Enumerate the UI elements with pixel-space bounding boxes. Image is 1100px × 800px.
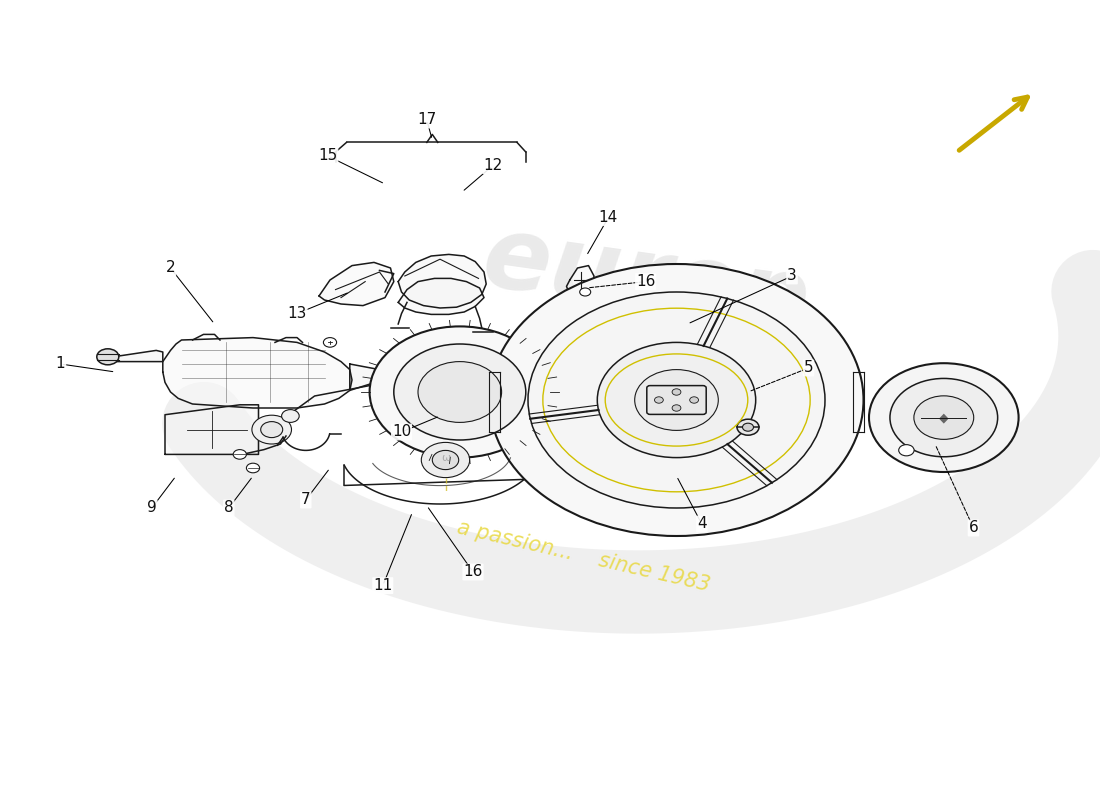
Circle shape	[252, 415, 292, 444]
Circle shape	[432, 450, 459, 470]
Polygon shape	[350, 364, 383, 390]
Circle shape	[899, 445, 914, 456]
Circle shape	[261, 422, 283, 438]
Text: 8: 8	[224, 501, 233, 515]
Text: 3: 3	[788, 269, 796, 283]
Circle shape	[421, 442, 470, 478]
Text: ω: ω	[441, 454, 450, 463]
Circle shape	[282, 410, 299, 422]
Circle shape	[97, 349, 119, 365]
Circle shape	[690, 397, 698, 403]
Text: 5: 5	[804, 361, 813, 375]
Circle shape	[528, 292, 825, 508]
Circle shape	[672, 405, 681, 411]
Text: a passion...    since 1983: a passion... since 1983	[454, 517, 712, 595]
Circle shape	[737, 419, 759, 435]
Text: 17: 17	[417, 113, 437, 127]
Text: 10: 10	[392, 425, 411, 439]
Text: 1: 1	[56, 357, 65, 371]
Circle shape	[418, 362, 502, 422]
Text: 6: 6	[969, 521, 978, 535]
Polygon shape	[398, 254, 486, 308]
Circle shape	[490, 264, 864, 536]
Text: 15: 15	[318, 149, 338, 163]
Text: 4: 4	[697, 517, 706, 531]
Circle shape	[672, 389, 681, 395]
FancyBboxPatch shape	[647, 386, 706, 414]
Polygon shape	[566, 266, 594, 296]
Text: 14: 14	[598, 210, 618, 225]
Text: 11: 11	[373, 578, 393, 593]
Circle shape	[635, 370, 718, 430]
Polygon shape	[163, 338, 352, 408]
Circle shape	[654, 397, 663, 403]
Circle shape	[890, 378, 998, 457]
Circle shape	[233, 450, 246, 459]
Circle shape	[394, 344, 526, 440]
Polygon shape	[398, 278, 484, 314]
Circle shape	[370, 326, 550, 458]
Polygon shape	[165, 405, 258, 454]
Text: 9: 9	[147, 501, 156, 515]
Circle shape	[597, 342, 756, 458]
Circle shape	[914, 396, 974, 439]
Circle shape	[323, 338, 337, 347]
Text: 12: 12	[483, 158, 503, 173]
Circle shape	[606, 406, 621, 418]
Text: 7: 7	[301, 493, 310, 507]
Circle shape	[246, 463, 260, 473]
Text: 2: 2	[166, 261, 175, 275]
Circle shape	[580, 288, 591, 296]
Circle shape	[869, 363, 1019, 472]
Text: 13: 13	[287, 306, 307, 321]
Text: 16: 16	[463, 565, 483, 579]
Polygon shape	[319, 262, 394, 306]
Text: 16: 16	[636, 274, 656, 289]
Text: europ
ares: europ ares	[461, 210, 815, 462]
Polygon shape	[110, 350, 163, 362]
Circle shape	[742, 423, 754, 431]
Text: ◆: ◆	[939, 411, 948, 424]
